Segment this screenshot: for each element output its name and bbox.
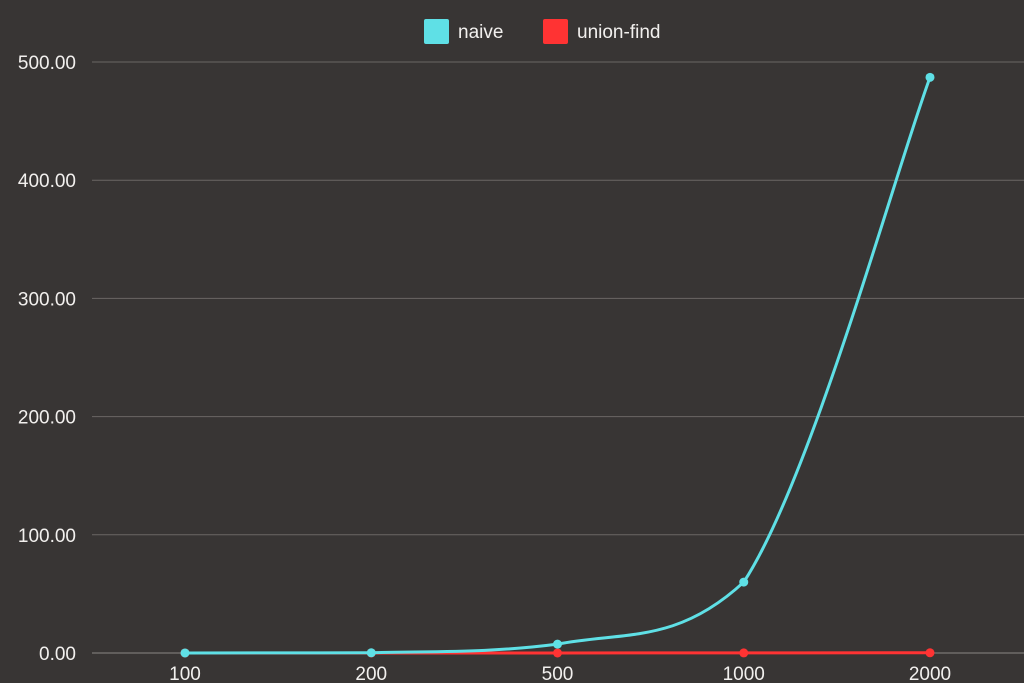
y-tick-label: 500.00 bbox=[18, 53, 76, 74]
x-tick-label: 200 bbox=[355, 664, 387, 683]
data-point-naive[interactable] bbox=[366, 648, 376, 658]
y-axis-ticks: 0.00 100.00 200.00 300.00 400.00 500.00 bbox=[18, 53, 76, 665]
legend[interactable]: naive union-find bbox=[424, 19, 660, 44]
data-point-naive[interactable] bbox=[180, 648, 190, 658]
y-tick-label: 400.00 bbox=[18, 171, 76, 192]
series-line-naive bbox=[183, 75, 932, 655]
x-axis-ticks: 100 200 500 1000 2000 bbox=[169, 664, 951, 683]
data-point-union-find[interactable] bbox=[553, 648, 562, 658]
legend-label: naive bbox=[458, 22, 503, 43]
series-naive bbox=[180, 72, 935, 658]
data-point-union-find[interactable] bbox=[925, 648, 935, 658]
legend-swatch bbox=[543, 19, 568, 44]
x-tick-label: 1000 bbox=[723, 664, 765, 683]
x-tick-label: 500 bbox=[542, 664, 574, 683]
y-tick-label: 200.00 bbox=[18, 408, 76, 429]
data-point-union-find[interactable] bbox=[739, 648, 749, 658]
data-point-naive[interactable] bbox=[553, 639, 562, 649]
x-tick-label: 2000 bbox=[909, 664, 951, 683]
legend-item-naive[interactable]: naive bbox=[424, 19, 503, 44]
data-point-naive[interactable] bbox=[925, 72, 935, 82]
y-tick-label: 0.00 bbox=[39, 644, 76, 665]
grid-lines bbox=[92, 61, 1024, 654]
legend-swatch bbox=[424, 19, 449, 44]
data-point-naive[interactable] bbox=[739, 577, 749, 587]
x-tick-label: 100 bbox=[169, 664, 201, 683]
y-tick-label: 100.00 bbox=[18, 526, 76, 547]
y-tick-label: 300.00 bbox=[18, 289, 76, 310]
legend-item-union-find[interactable]: union-find bbox=[543, 19, 660, 44]
series-lines bbox=[180, 72, 935, 658]
legend-label: union-find bbox=[577, 22, 660, 43]
